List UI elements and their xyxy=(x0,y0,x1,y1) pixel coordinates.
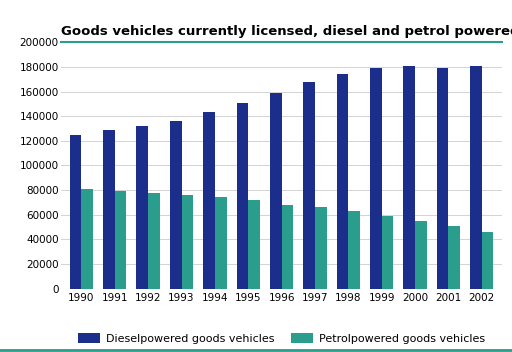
Bar xyxy=(103,130,115,289)
Bar xyxy=(337,74,348,289)
Bar xyxy=(115,191,126,289)
Bar xyxy=(437,68,449,289)
Legend: Dieselpowered goods vehicles, Petrolpowered goods vehicles: Dieselpowered goods vehicles, Petrolpowe… xyxy=(74,329,489,348)
Bar xyxy=(470,65,482,289)
Bar xyxy=(403,65,415,289)
Bar xyxy=(170,121,182,289)
Bar xyxy=(237,102,248,289)
Bar xyxy=(148,193,160,289)
Bar xyxy=(415,221,426,289)
Bar xyxy=(248,200,260,289)
Bar xyxy=(315,207,327,289)
Bar xyxy=(303,82,315,289)
Bar xyxy=(182,195,193,289)
Bar xyxy=(348,211,360,289)
Bar xyxy=(270,93,282,289)
Bar xyxy=(449,226,460,289)
Bar xyxy=(282,205,293,289)
Bar xyxy=(70,134,81,289)
Bar xyxy=(215,197,226,289)
Bar xyxy=(203,112,215,289)
Bar xyxy=(381,216,393,289)
Bar xyxy=(370,68,381,289)
Bar xyxy=(137,126,148,289)
Bar xyxy=(482,232,494,289)
Bar xyxy=(81,189,93,289)
Text: Goods vehicles currently licensed, diesel and petrol powered. 1990-2002: Goods vehicles currently licensed, diese… xyxy=(61,25,512,38)
